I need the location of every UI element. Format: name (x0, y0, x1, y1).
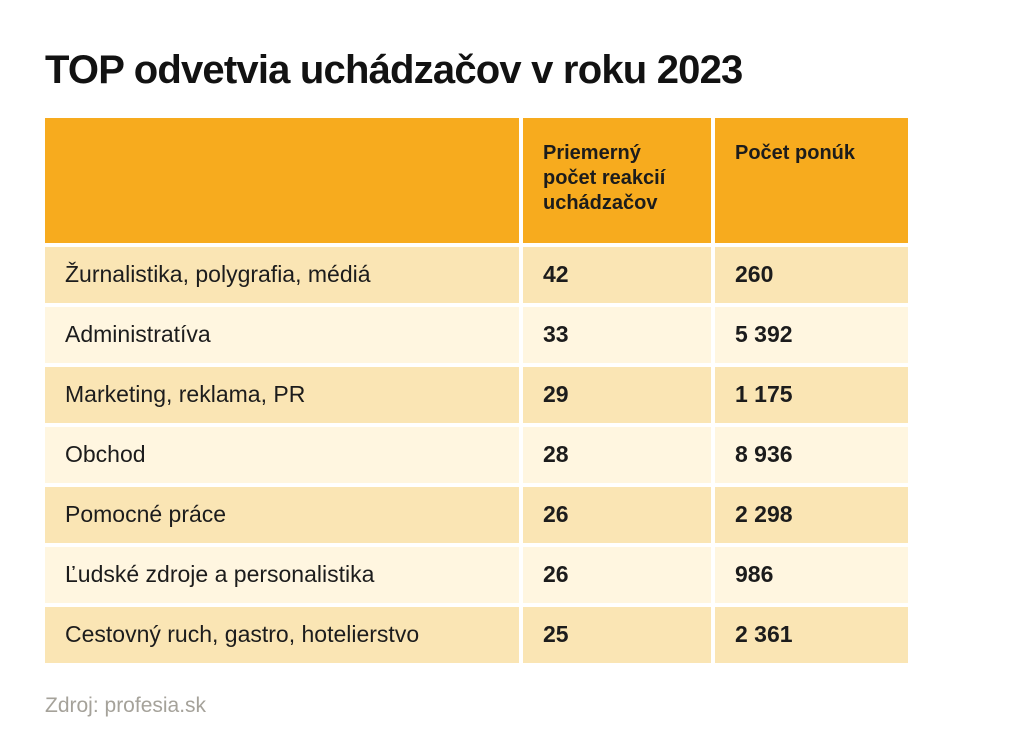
industry-label: Žurnalistika, polygrafia, médiá (45, 246, 519, 303)
industry-label: Administratíva (45, 306, 519, 363)
column-header-empty (45, 117, 519, 243)
industry-label: Cestovný ruch, gastro, hotelierstvo (45, 606, 519, 663)
column-header-offers: Počet ponúk (715, 117, 908, 243)
industry-label: Pomocné práce (45, 486, 519, 543)
offers-value: 260 (715, 246, 908, 303)
industry-label: Ľudské zdroje a personalistika (45, 546, 519, 603)
avg-reactions-value: 25 (523, 606, 711, 663)
offers-value: 986 (715, 546, 908, 603)
avg-reactions-value: 26 (523, 546, 711, 603)
avg-reactions-value: 29 (523, 366, 711, 423)
offers-value: 5 392 (715, 306, 908, 363)
avg-reactions-value: 26 (523, 486, 711, 543)
avg-reactions-value: 33 (523, 306, 711, 363)
industries-table: Priemerný počet reakcií uchádzačov Počet… (45, 117, 908, 663)
offers-value: 8 936 (715, 426, 908, 483)
page-title: TOP odvetvia uchádzačov v roku 2023 (45, 48, 743, 92)
industry-label: Obchod (45, 426, 519, 483)
column-header-avg-reactions: Priemerný počet reakcií uchádzačov (523, 117, 711, 243)
source-caption: Zdroj: profesia.sk (45, 693, 207, 717)
offers-value: 2 361 (715, 606, 908, 663)
industry-label: Marketing, reklama, PR (45, 366, 519, 423)
avg-reactions-value: 28 (523, 426, 711, 483)
offers-value: 2 298 (715, 486, 908, 543)
avg-reactions-value: 42 (523, 246, 711, 303)
offers-value: 1 175 (715, 366, 908, 423)
infographic-page: TOP odvetvia uchádzačov v roku 2023 Prie… (0, 48, 1024, 754)
